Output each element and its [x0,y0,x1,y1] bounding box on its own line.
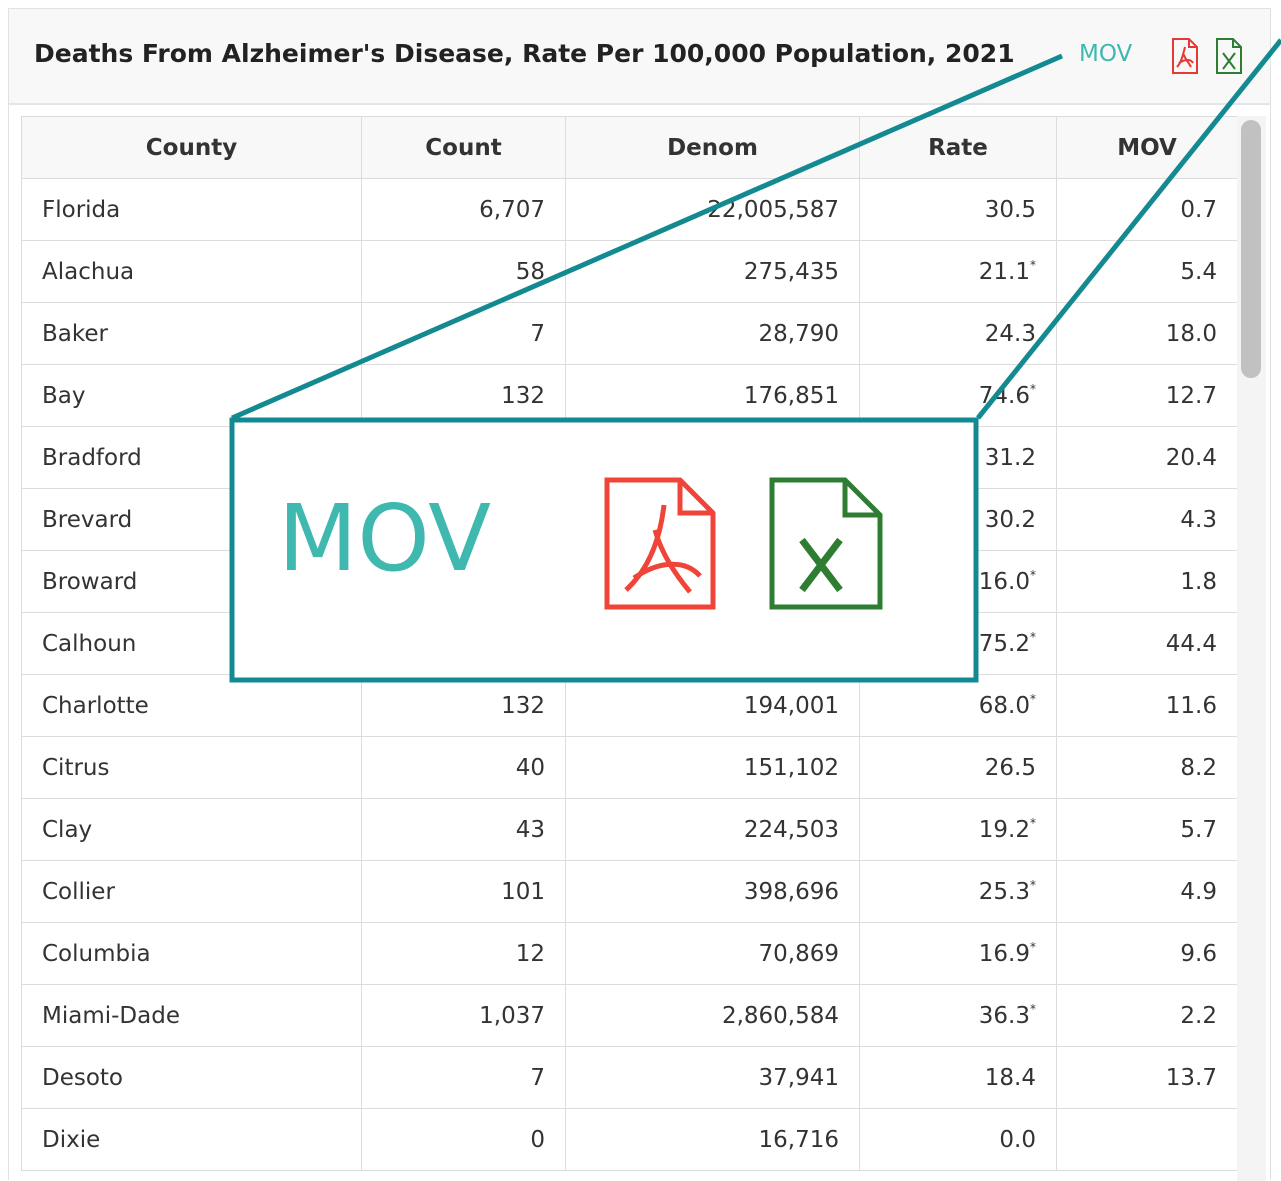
cell-county: Citrus [21,736,362,799]
cell-rate: 30.5 [859,178,1057,241]
rate-note: * [1030,382,1036,396]
cell-count: 43 [361,798,566,861]
cell-county: Bay [21,364,362,427]
cell-rate: 24.3 [859,302,1057,365]
table-row: Baker 7 28,790 24.3 18.0 [21,302,1238,365]
cell-rate: 16.9* [859,922,1057,985]
rate-note: * [1030,1002,1036,1016]
column-header: Count [361,116,566,179]
scroll-thumb[interactable] [1241,120,1261,378]
column-header: Rate [859,116,1057,179]
cell-rate: 0.0 [859,1108,1057,1171]
cell-rate: 36.3* [859,984,1057,1047]
cell-mov: 20.4 [1056,426,1238,489]
callout-line [231,53,1063,421]
table-row: Dixie 0 16,716 0.0 [21,1108,1238,1171]
cell-count: 132 [361,674,566,737]
export-icons [1172,38,1242,74]
cell-mov: 13.7 [1056,1046,1238,1109]
cell-mov: 12.7 [1056,364,1238,427]
table-row: Bay 132 176,851 74.6* 12.7 [21,364,1238,427]
column-header: MOV [1056,116,1238,179]
cell-mov: 4.9 [1056,860,1238,923]
cell-count: 132 [361,364,566,427]
cell-count: 0 [361,1108,566,1171]
cell-county: Baker [21,302,362,365]
cell-denom: 16,716 [565,1108,860,1171]
cell-county: Florida [21,178,362,241]
rate-note: * [1030,940,1036,954]
cell-denom: 37,941 [565,1046,860,1109]
cell-county: Charlotte [21,674,362,737]
cell-rate: 21.1* [859,240,1057,303]
cell-rate: 18.4 [859,1046,1057,1109]
table-row: Collier 101 398,696 25.3* 4.9 [21,860,1238,923]
cell-denom: 398,696 [565,860,860,923]
cell-count: 101 [361,860,566,923]
cell-count: 6,707 [361,178,566,241]
cell-county: Desoto [21,1046,362,1109]
rate-note: * [1030,878,1036,892]
title: Deaths From Alzheimer's Disease, Rate Pe… [34,39,1015,68]
callout-box [229,417,979,683]
cell-mov: 1.8 [1056,550,1238,613]
cell-mov [1056,1108,1238,1171]
callout-excel-icon [769,477,883,610]
cell-county: Clay [21,798,362,861]
scrollbar[interactable] [1237,116,1266,1181]
table-row: Miami-Dade 1,037 2,860,584 36.3* 2.2 [21,984,1238,1047]
cell-mov: 8.2 [1056,736,1238,799]
cell-count: 40 [361,736,566,799]
panel-header: Deaths From Alzheimer's Disease, Rate Pe… [9,9,1270,105]
cell-mov: 9.6 [1056,922,1238,985]
cell-denom: 194,001 [565,674,860,737]
cell-county: Dixie [21,1108,362,1171]
table-row: Charlotte 132 194,001 68.0* 11.6 [21,674,1238,737]
table-row: Columbia 12 70,869 16.9* 9.6 [21,922,1238,985]
cell-denom: 224,503 [565,798,860,861]
cell-mov: 4.3 [1056,488,1238,551]
table-row: Clay 43 224,503 19.2* 5.7 [21,798,1238,861]
cell-mov: 18.0 [1056,302,1238,365]
cell-county: Columbia [21,922,362,985]
callout-line [976,38,1281,420]
cell-denom: 70,869 [565,922,860,985]
cell-rate: 68.0* [859,674,1057,737]
column-header: Denom [565,116,860,179]
cell-denom: 2,860,584 [565,984,860,1047]
rate-note: * [1030,568,1036,582]
rate-note: * [1030,258,1036,272]
cell-denom: 176,851 [565,364,860,427]
cell-denom: 28,790 [565,302,860,365]
callout-mov: MOV [278,485,491,592]
table-row: Desoto 7 37,941 18.4 13.7 [21,1046,1238,1109]
header-row: County Count Denom Rate MOV [21,116,1238,179]
mov-button[interactable]: MOV [1079,41,1133,67]
cell-mov: 44.4 [1056,612,1238,675]
rate-note: * [1030,630,1036,644]
pdf-icon[interactable] [1172,38,1198,74]
callout-pdf-icon [604,477,716,610]
cell-rate: 74.6* [859,364,1057,427]
cell-mov: 11.6 [1056,674,1238,737]
table-row: Citrus 40 151,102 26.5 8.2 [21,736,1238,799]
rate-note: * [1030,692,1036,706]
excel-icon[interactable] [1216,38,1242,74]
rate-note: * [1030,816,1036,830]
cell-denom: 22,005,587 [565,178,860,241]
